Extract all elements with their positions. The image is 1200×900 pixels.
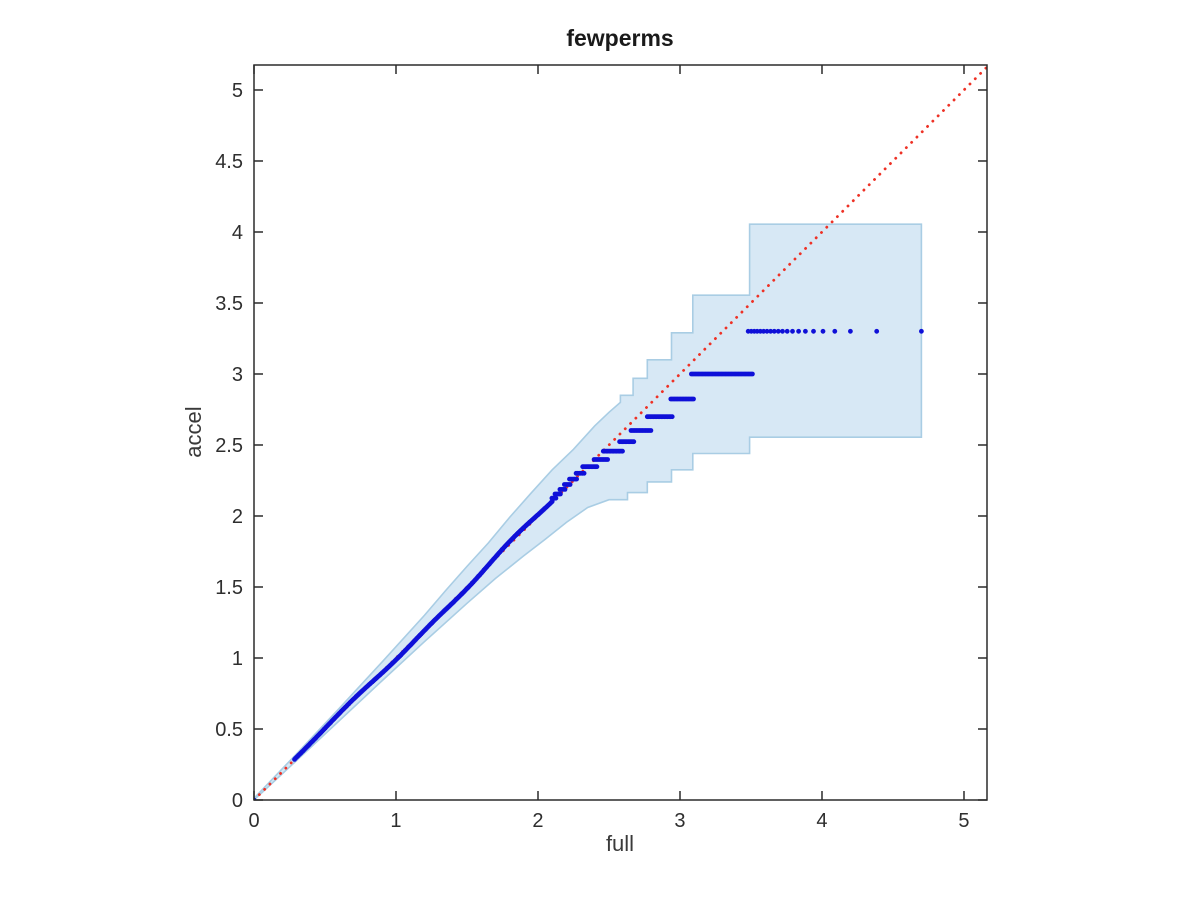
data-point: [558, 491, 563, 497]
plot-box: [253, 64, 988, 801]
data-point: [691, 396, 696, 402]
scatter-points: [254, 328, 924, 800]
data-point: [750, 371, 755, 377]
confidence-band: [254, 223, 923, 800]
x-axis-label: full: [606, 831, 634, 856]
data-point: [820, 328, 826, 334]
data-point: [574, 476, 579, 482]
x-tick-label: 0: [248, 810, 259, 832]
data-point: [796, 328, 801, 334]
tick-labels: 0 1 2 3 4 5 0 0.5 1 1.5 2 2.5 3 3.5 4 4.5 5: [215, 80, 969, 832]
data-point: [768, 328, 773, 334]
data-point: [562, 487, 568, 492]
data-point: [832, 328, 838, 334]
data-point: [811, 328, 816, 334]
data-point: [874, 328, 880, 334]
x-tick-label: 5: [958, 810, 969, 832]
chart-title: fewperms: [566, 25, 673, 51]
x-tick-label: 3: [674, 810, 685, 832]
y-tick-label: 4: [232, 222, 243, 244]
axes-box-and-ticks: [253, 64, 988, 801]
data-point: [631, 439, 637, 445]
x-tick-label: 1: [390, 810, 401, 832]
y-tick-label: 2.5: [215, 435, 243, 457]
data-point: [549, 499, 555, 504]
data-point: [581, 470, 587, 476]
data-point: [919, 328, 924, 334]
data-point: [775, 328, 781, 334]
y-tick-label: 4.5: [215, 151, 243, 173]
data-point: [771, 328, 777, 334]
band-polygon: [254, 223, 923, 800]
y-tick-label: 2: [232, 506, 243, 528]
y-tick-label: 3: [232, 364, 243, 386]
data-point: [553, 495, 559, 501]
data-point: [761, 328, 766, 334]
data-point: [620, 448, 625, 454]
data-point: [669, 414, 675, 420]
data-point: [803, 328, 808, 334]
y-tick-label: 1: [232, 648, 243, 670]
y-axis-label: accel: [181, 406, 206, 457]
y-tick-label: 3.5: [215, 293, 243, 315]
x-tick-label: 4: [816, 810, 827, 832]
x-tick-label: 2: [532, 810, 543, 832]
data-point: [764, 328, 770, 334]
data-point: [784, 328, 790, 334]
data-point: [648, 428, 654, 433]
y-tick-label: 0: [232, 790, 243, 812]
y-tick-label: 1.5: [215, 577, 243, 599]
data-point: [605, 457, 610, 462]
y-tick-label: 0.5: [215, 719, 243, 741]
data-point: [780, 328, 785, 334]
data-point: [848, 328, 853, 334]
data-point: [567, 482, 573, 487]
data-point: [790, 328, 795, 334]
y-tick-label: 5: [232, 80, 243, 102]
data-point: [594, 464, 600, 470]
